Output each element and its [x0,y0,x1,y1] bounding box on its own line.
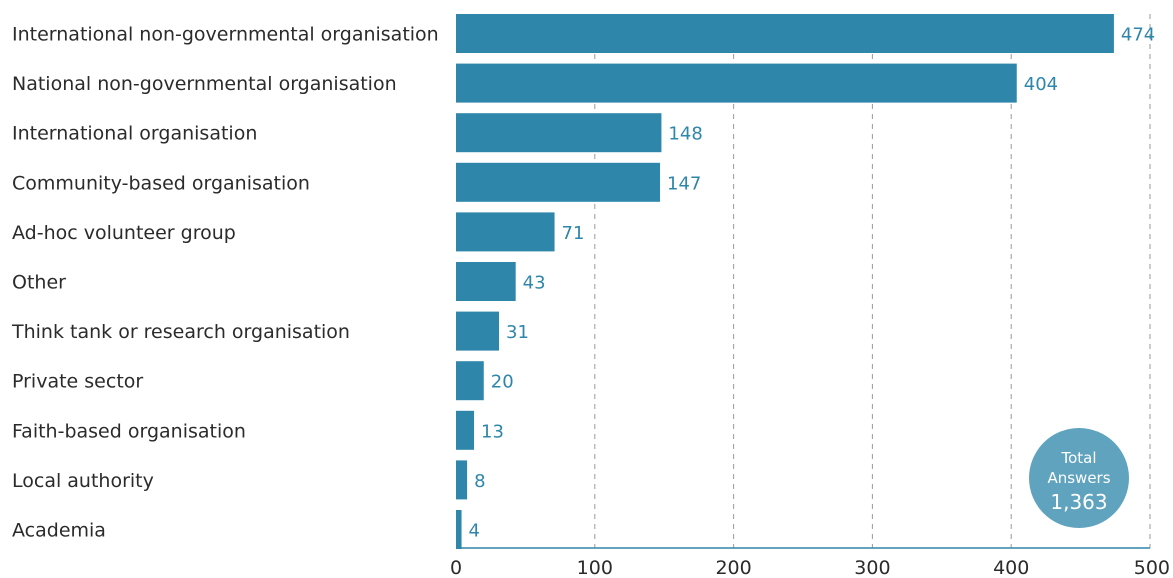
value-label-5: 43 [523,273,546,294]
category-label-3: Community-based organisation [12,172,310,194]
bar-2 [456,113,662,153]
value-label-7: 20 [491,372,514,393]
value-label-10: 4 [469,521,480,542]
bar-0 [456,14,1114,53]
category-label-7: Private sector [12,371,143,393]
bar-1 [456,63,1017,103]
total-answers-badge: Total Answers 1,363 [1029,428,1129,528]
value-label-4: 71 [562,223,585,244]
category-label-10: Academia [12,520,106,542]
category-label-5: Other [12,272,66,294]
value-label-8: 13 [481,421,504,442]
value-label-6: 31 [506,322,529,343]
value-labels: 474 404 148 147 71 43 31 20 13 8 4 [469,25,1156,542]
bar-4 [456,212,555,252]
badge-line1: Total [1060,449,1096,467]
grid-lines [594,14,1151,548]
value-label-3: 147 [667,173,701,194]
badge-line2: Answers [1047,469,1110,487]
x-tick-labels: 0 100 200 300 400 500 [450,557,1170,578]
category-label-2: International organisation [12,123,257,145]
category-label-4: Ad-hoc volunteer group [12,222,236,244]
x-tick-label-300: 300 [854,557,890,578]
x-tick-label-500: 500 [1134,557,1170,578]
x-tick-label-0: 0 [450,557,462,578]
badge-value: 1,363 [1050,490,1107,514]
bar-8 [456,410,475,450]
bar-3 [456,162,661,202]
bar-7 [456,361,484,401]
bars [456,14,1114,549]
bar-6 [456,311,500,351]
value-label-1: 404 [1024,74,1058,95]
category-labels: International non-governmental organisat… [11,24,439,542]
bar-10 [456,510,462,549]
value-label-0: 474 [1121,25,1155,46]
category-label-6: Think tank or research organisation [11,321,350,343]
category-label-0: International non-governmental organisat… [12,24,439,46]
category-label-9: Local authority [12,470,154,492]
badge-circle [1029,428,1129,528]
x-tick-label-400: 400 [993,557,1029,578]
bar-5 [456,262,516,301]
category-label-8: Faith-based organisation [12,420,246,442]
value-label-2: 148 [668,124,702,145]
value-label-9: 8 [474,471,485,492]
category-label-1: National non-governmental organisation [12,73,397,95]
x-tick-label-100: 100 [577,557,613,578]
bar-9 [456,460,468,500]
x-tick-label-200: 200 [715,557,751,578]
